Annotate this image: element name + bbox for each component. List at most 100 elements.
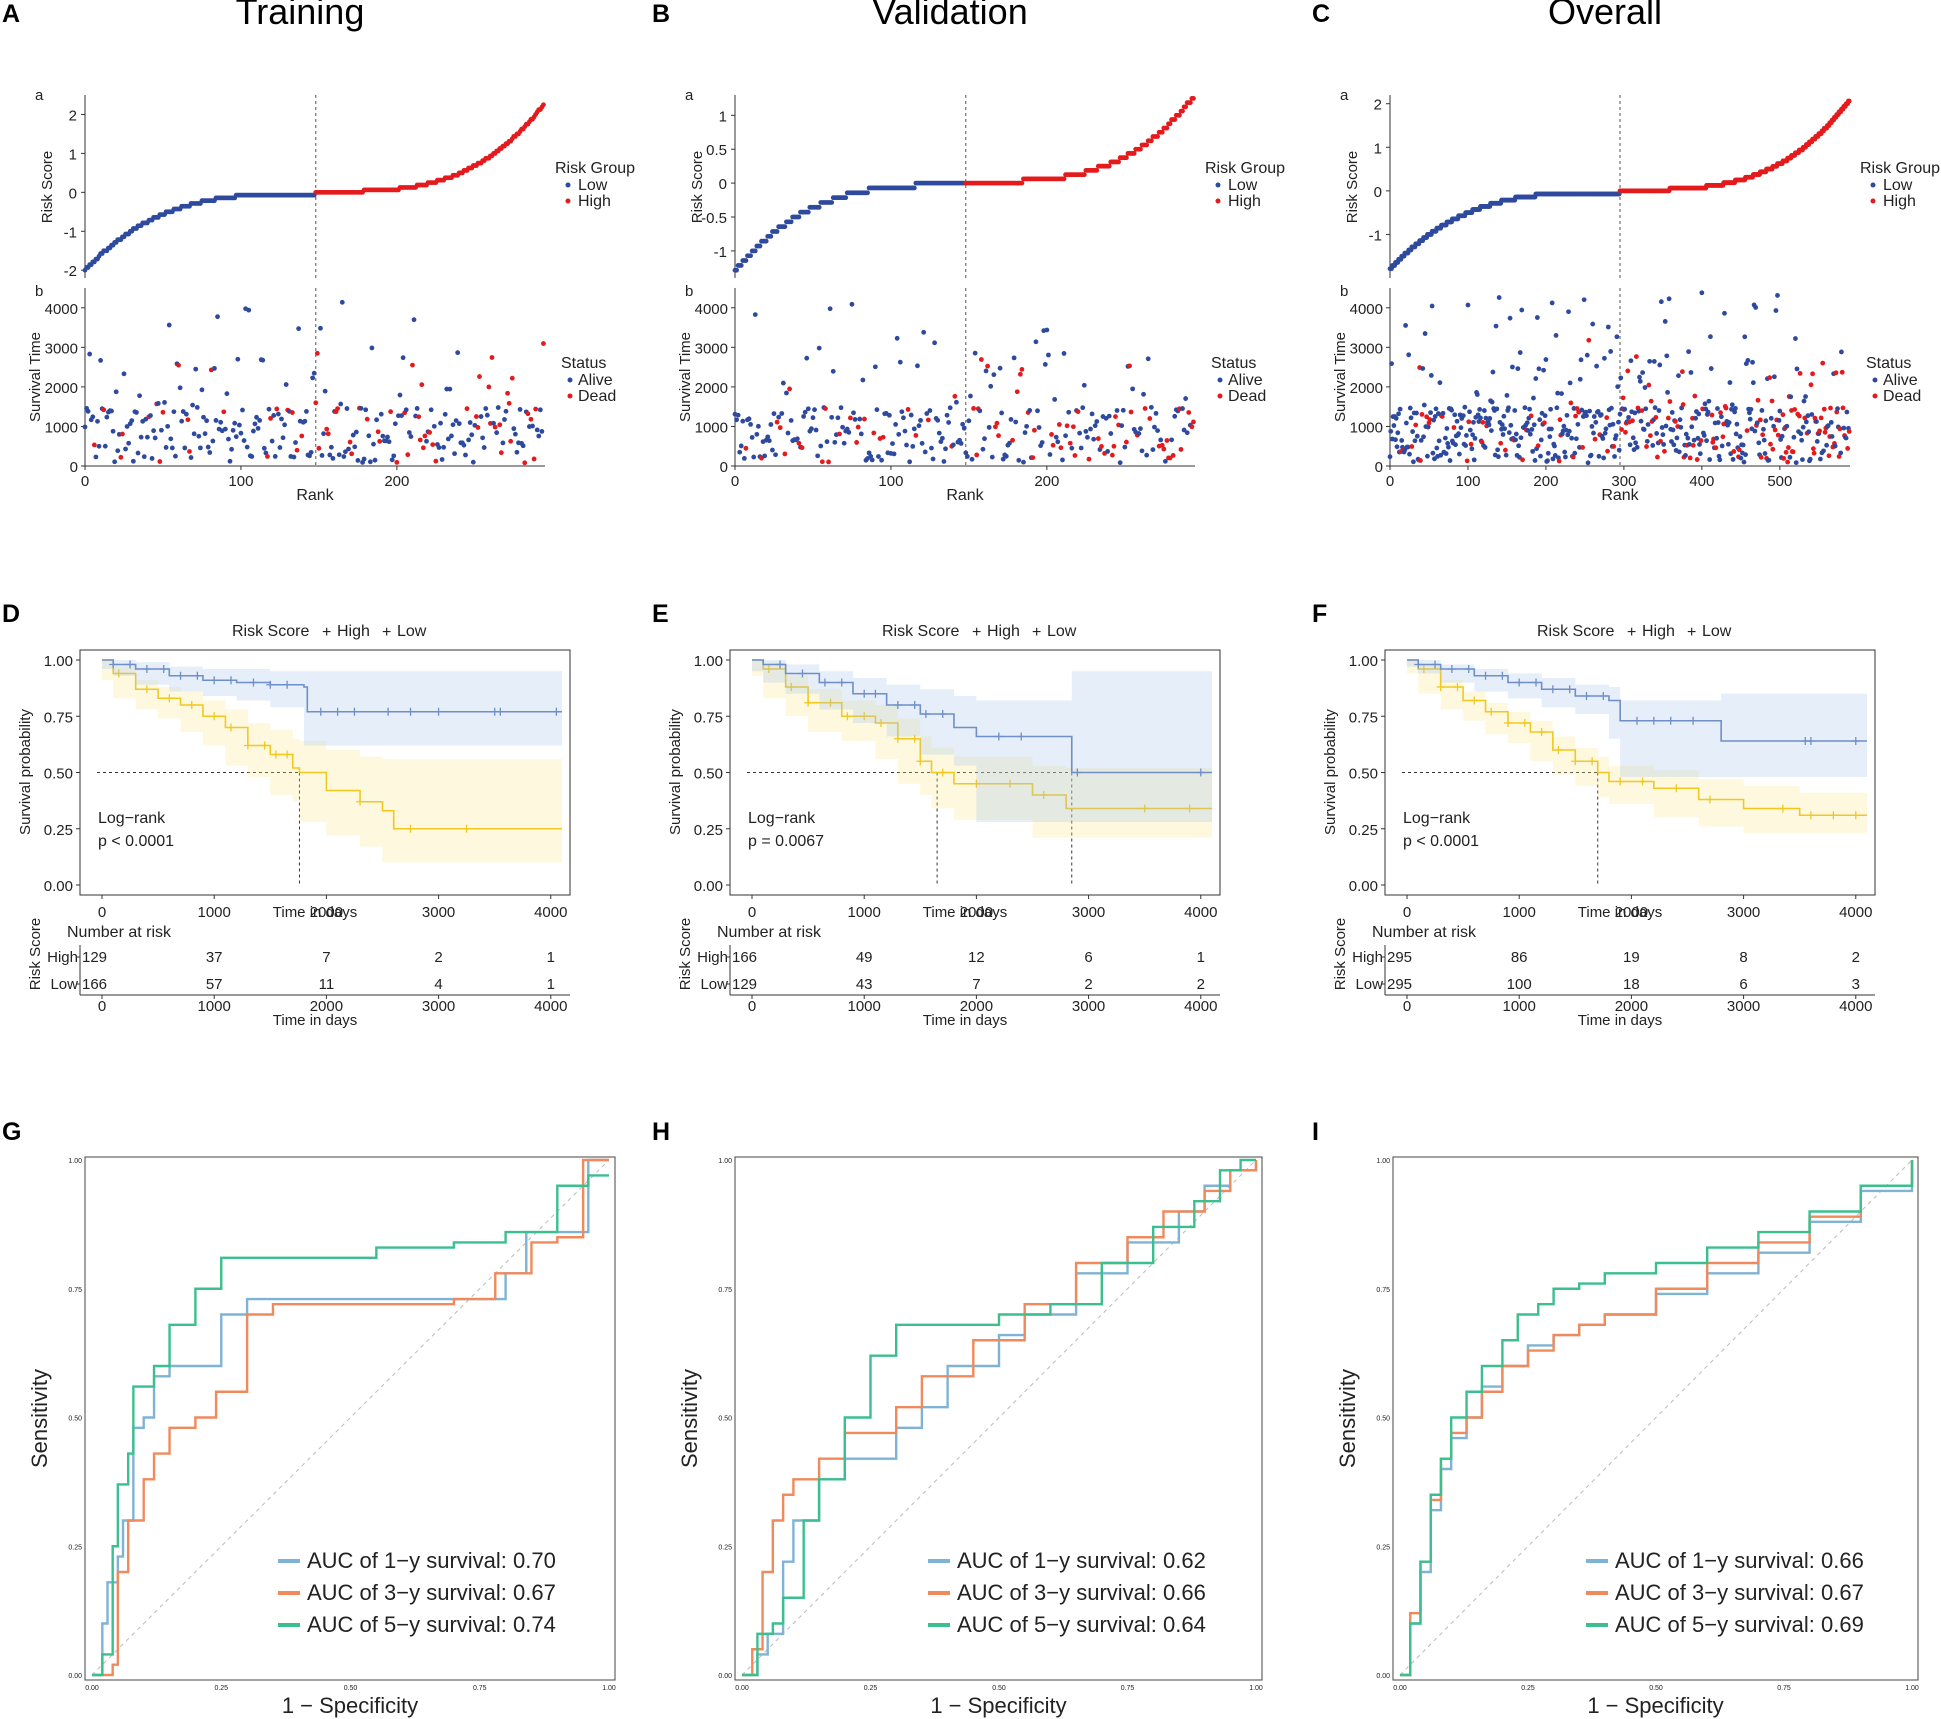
risk-score-points [82, 102, 546, 273]
alive-point [350, 432, 356, 438]
legend-label-alive: Alive [1883, 372, 1918, 389]
alive-point [1036, 425, 1042, 430]
legend-dot-low [1870, 182, 1876, 188]
dead-point [1736, 447, 1742, 453]
alive-point [530, 423, 535, 429]
alive-point [369, 345, 375, 351]
alive-point [1626, 414, 1631, 420]
roc-y-tick-label: 1.00 [1376, 1158, 1390, 1165]
alive-point [1130, 386, 1136, 392]
panel-letter-E: E [652, 600, 669, 628]
dead-point [422, 433, 428, 439]
alive-point [207, 450, 213, 455]
dead-point [1744, 428, 1750, 433]
km-censor-mark [1666, 716, 1675, 725]
alive-point [1542, 413, 1548, 419]
km-y-tick-label: 0.75 [44, 709, 73, 726]
dead-point [1413, 422, 1419, 428]
alive-point [1793, 460, 1799, 466]
alive-point [238, 430, 244, 436]
dead-point [477, 374, 482, 379]
alive-point [908, 412, 914, 418]
alive-point [148, 413, 153, 418]
alive-point [1748, 406, 1754, 412]
km-censor-mark [776, 660, 785, 669]
dead-point [996, 433, 1001, 439]
roc-x-tick-label: 0.00 [85, 1685, 99, 1692]
alive-point [469, 432, 475, 438]
dead-point [796, 440, 802, 446]
alive-point [1089, 411, 1095, 417]
km-censor-mark [1588, 757, 1597, 766]
dead-point [1718, 410, 1723, 416]
dead-point [1451, 425, 1457, 430]
panel-letter-A: A [2, 0, 20, 28]
alive-point [138, 434, 144, 440]
alive-point [447, 386, 453, 392]
alive-point [1598, 412, 1604, 418]
alive-point [1638, 418, 1644, 424]
km-censor-mark [316, 707, 325, 716]
dead-point [464, 406, 470, 412]
risk-table-count: 49 [856, 949, 873, 966]
dead-point [101, 407, 107, 413]
survival-y-tick-label: 1000 [1350, 419, 1383, 436]
alive-point [191, 431, 197, 437]
alive-point [1762, 451, 1768, 456]
km-censor-mark [109, 660, 118, 669]
rank-x-tick-label: 0 [731, 473, 739, 490]
alive-point [950, 442, 956, 448]
alive-point [1458, 425, 1464, 431]
km-legend-label-high: High [1642, 623, 1675, 640]
alive-point [1120, 407, 1126, 413]
risk-table-row-label-high: High [1352, 949, 1383, 966]
risk-table-count: 18 [1623, 976, 1640, 993]
dead-point [1072, 453, 1078, 458]
alive-point [1572, 450, 1578, 456]
alive-point [1022, 430, 1028, 436]
alive-point [1650, 443, 1656, 448]
dead-point [1783, 449, 1789, 455]
alive-point [1633, 440, 1638, 446]
alive-point [1554, 405, 1560, 411]
km-censor-mark [798, 669, 807, 678]
status-legend-title: Status [561, 355, 606, 372]
km-censor-mark [384, 707, 393, 716]
km-censor-mark [1537, 728, 1546, 736]
alive-point [1407, 451, 1412, 457]
survival-time-ylabel: Survival Time [677, 332, 694, 422]
km-censor-mark [333, 707, 342, 716]
alive-point [1741, 459, 1747, 465]
alive-point [495, 405, 501, 410]
alive-point [1727, 380, 1733, 385]
roc-curve-5y [92, 1174, 609, 1677]
alive-point [1061, 351, 1067, 356]
risk-point [911, 185, 917, 191]
dead-point [837, 431, 842, 437]
alive-point [346, 446, 351, 452]
alive-point [1053, 434, 1059, 440]
alive-point [503, 408, 509, 414]
alive-point [1524, 420, 1530, 426]
km-censor-mark [910, 734, 919, 743]
alive-point [254, 414, 259, 420]
roc-diagonal [1399, 1159, 1913, 1676]
dead-point [324, 426, 330, 432]
alive-point [1689, 424, 1695, 430]
risk-point [1180, 108, 1185, 114]
alive-point [1776, 417, 1782, 423]
alive-point [1671, 442, 1677, 448]
risk-table-x-tick-label: 2000 [1615, 998, 1648, 1015]
alive-point [537, 407, 543, 413]
dead-point [1837, 426, 1843, 432]
alive-point [846, 429, 852, 435]
survival-y-tick-label: 3000 [695, 340, 728, 357]
risk-y-tick-label: -1 [714, 244, 727, 261]
alive-point [1418, 437, 1424, 443]
km-y-tick-label: 0.50 [1349, 766, 1378, 783]
legend-dot-alive [1217, 377, 1223, 383]
legend-label-low: Low [1228, 177, 1258, 194]
alive-point [1669, 410, 1675, 415]
alive-point [1510, 364, 1515, 370]
